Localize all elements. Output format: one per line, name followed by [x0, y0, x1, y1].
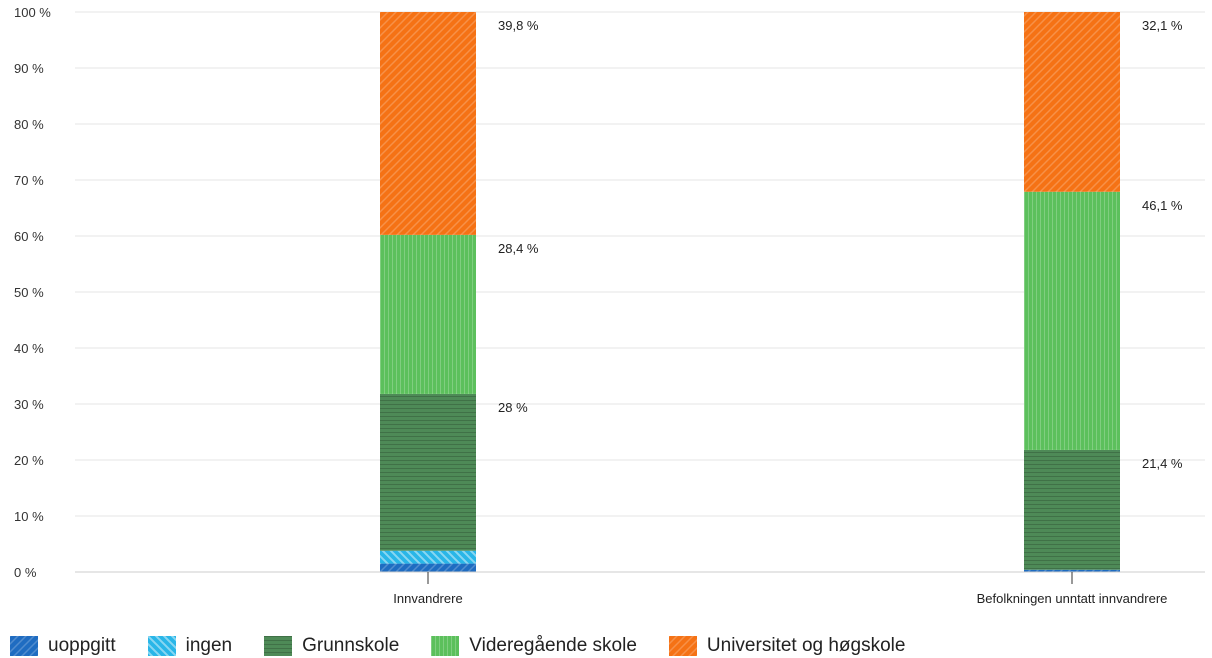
legend-label: Videregående skole [469, 635, 637, 656]
legend: uoppgitt ingen Grunnskole Videregående skol… [10, 634, 937, 658]
x-category-label: Befolkningen unntatt innvandrere [977, 591, 1168, 606]
y-tick-label: 50 % [14, 285, 44, 300]
bar-segment [380, 393, 476, 551]
bar-segment [1024, 569, 1120, 572]
legend-swatch [10, 636, 38, 656]
bar-segment [1024, 12, 1120, 192]
data-label: 28 % [498, 400, 528, 415]
data-label: 28,4 % [498, 241, 539, 256]
y-axis-ticks: 0 % 10 % 20 % 30 % 40 % 50 % 60 % 70 % 80 % 90 % 1… [14, 5, 51, 580]
legend-label: Grunnskole [302, 635, 400, 656]
legend-label: ingen [185, 635, 233, 656]
y-tick-label: 60 % [14, 229, 44, 244]
y-tick-label: 40 % [14, 341, 44, 356]
bar-segment [380, 550, 476, 564]
bar-segment [380, 563, 476, 572]
stacked-bar-chart: 0 % 10 % 20 % 30 % 40 % 50 % 60 % 70 % 80 % 90 % 1… [14, 5, 1205, 606]
bar-segment [1024, 191, 1120, 450]
legend-item[interactable]: Universitet og høgskole [668, 635, 906, 657]
y-tick-label: 70 % [14, 173, 44, 188]
legend-swatch [264, 636, 293, 656]
grid-lines [75, 11, 1205, 573]
y-tick-label: 100 % [14, 5, 51, 20]
legend-label: uoppgitt [48, 635, 116, 656]
y-tick-label: 0 % [14, 565, 37, 580]
data-label: 39,8 % [498, 18, 539, 33]
x-axis: Innvandrere Befolkningen unntatt innvandr… [75, 571, 1205, 606]
bars [380, 12, 1120, 572]
legend-swatch [668, 636, 697, 656]
legend-item[interactable]: Grunnskole [264, 635, 399, 657]
bar-segment [380, 234, 476, 394]
data-label: 32,1 % [1142, 18, 1183, 33]
y-tick-label: 90 % [14, 61, 44, 76]
legend-item[interactable]: ingen [147, 635, 233, 657]
legend-swatch [147, 636, 176, 656]
legend-label: Universitet og høgskole [706, 635, 906, 656]
x-category-label: Innvandrere [393, 591, 462, 606]
y-tick-label: 20 % [14, 453, 44, 468]
bar-segment [380, 12, 476, 235]
data-labels: 28 % 28,4 % 39,8 % 21,4 % 46,1 % 32,1 % [498, 18, 1183, 471]
legend-item[interactable]: Videregående skole [431, 635, 637, 657]
y-tick-label: 80 % [14, 117, 44, 132]
bar-segment [1024, 449, 1120, 570]
legend-swatch [431, 636, 460, 656]
data-label: 21,4 % [1142, 456, 1183, 471]
legend-item[interactable]: uoppgitt [10, 635, 116, 657]
y-tick-label: 10 % [14, 509, 44, 524]
data-label: 46,1 % [1142, 198, 1183, 213]
y-tick-label: 30 % [14, 397, 44, 412]
